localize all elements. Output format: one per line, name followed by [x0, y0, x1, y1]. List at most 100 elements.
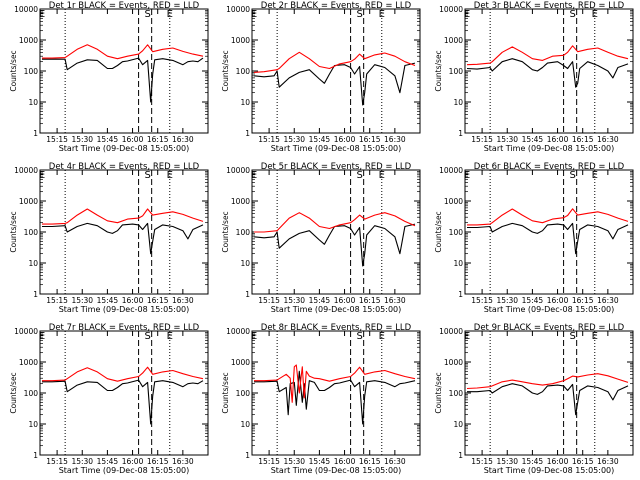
- x-tick-label: 16:30: [172, 135, 194, 144]
- marker-label-e: E: [592, 170, 598, 181]
- marker-label-e: E: [251, 9, 257, 20]
- x-tick-label: 16:30: [597, 135, 619, 144]
- x-tick-label: 16:15: [359, 135, 381, 144]
- y-tick-label: 1000: [231, 36, 250, 45]
- x-tick-label: 15:45: [97, 296, 119, 305]
- y-tick-label: 100: [24, 67, 39, 76]
- x-tick-label: 15:45: [522, 296, 544, 305]
- series-line-lld: [467, 208, 629, 226]
- x-tick-label: 16:00: [122, 296, 144, 305]
- panel-det-5: Det 5r BLACK = Events, RED = LLD 1 10 100 10…: [221, 162, 421, 314]
- y-tick-label: 1: [33, 451, 38, 460]
- panel-title: Det 2r BLACK = Events, RED = LLD: [261, 1, 412, 11]
- y-tick-label: 10000: [14, 327, 38, 336]
- y-tick-label: 10: [28, 259, 38, 268]
- y-tick-label: 10000: [14, 166, 38, 175]
- panel-det-2: Det 2r BLACK = Events, RED = LLD 1 10 100 10…: [221, 1, 421, 153]
- x-tick-label: 15:45: [522, 457, 544, 466]
- y-tick-label: 1: [245, 451, 250, 460]
- series-line-lld: [466, 45, 629, 66]
- y-tick-label: 100: [24, 389, 39, 398]
- y-tick-label: 1000: [231, 197, 250, 206]
- series-line-lld: [254, 364, 416, 403]
- x-tick-label: 15:45: [522, 135, 544, 144]
- marker-label-e: E: [592, 9, 598, 20]
- panel-title: Det 6r BLACK = Events, RED = LLD: [474, 162, 625, 172]
- y-tick-label: 100: [449, 389, 464, 398]
- x-tick-label: 15:15: [258, 457, 280, 466]
- y-tick-label: 10000: [226, 166, 250, 175]
- x-tick-label: 16:15: [572, 457, 594, 466]
- x-tick-label: 15:30: [71, 457, 93, 466]
- marker-label-s: S: [356, 170, 362, 181]
- y-axis-label: Counts/sec: [221, 50, 230, 91]
- marker-label-s: S: [569, 170, 575, 181]
- marker-label-e: E: [379, 9, 385, 20]
- x-tick-label: 16:00: [334, 296, 356, 305]
- series-line-lld: [253, 51, 416, 73]
- x-axis-label: Start Time (09-Dec-08 15:05:00): [484, 466, 615, 475]
- x-axis-label: Start Time (09-Dec-08 15:05:00): [271, 466, 402, 475]
- y-tick-label: 1: [458, 290, 463, 299]
- marker-label-e: E: [39, 170, 45, 181]
- y-axis-label: Counts/sec: [9, 211, 18, 252]
- x-tick-label: 16:30: [384, 296, 406, 305]
- series-line-events: [42, 379, 204, 425]
- y-axis-label: Counts/sec: [221, 211, 230, 252]
- marker-label-s: S: [356, 331, 362, 342]
- y-tick-label: 10000: [439, 166, 463, 175]
- x-tick-label: 15:30: [496, 135, 518, 144]
- x-tick-label: 15:15: [46, 296, 68, 305]
- y-axis-label: Counts/sec: [434, 372, 443, 413]
- x-tick-label: 16:30: [597, 457, 619, 466]
- panel-title: Det 4r BLACK = Events, RED = LLD: [49, 162, 200, 172]
- marker-label-s: S: [569, 9, 575, 20]
- x-tick-label: 16:15: [572, 135, 594, 144]
- panel-title: Det 8r BLACK = Events, RED = LLD: [261, 323, 412, 333]
- marker-label-s: S: [144, 331, 150, 342]
- y-tick-label: 10000: [439, 327, 463, 336]
- x-tick-label: 16:00: [547, 135, 569, 144]
- x-tick-label: 16:30: [384, 135, 406, 144]
- y-tick-label: 1000: [19, 358, 38, 367]
- x-tick-label: 15:45: [309, 457, 331, 466]
- panel-det-6: Det 6r BLACK = Events, RED = LLD 1 10 100 10…: [434, 162, 634, 314]
- x-tick-label: 16:15: [147, 135, 169, 144]
- panel-det-3: Det 3r BLACK = Events, RED = LLD 1 10 100 10…: [434, 1, 634, 153]
- y-tick-label: 100: [24, 228, 39, 237]
- y-tick-label: 100: [449, 67, 464, 76]
- x-tick-label: 15:30: [283, 457, 305, 466]
- y-tick-label: 10: [240, 259, 250, 268]
- panel-det-9: Det 9r BLACK = Events, RED = LLD 1 10 100 10…: [434, 323, 634, 475]
- panel-det-7: Det 7r BLACK = Events, RED = LLD 1 10 100 10…: [9, 323, 209, 475]
- marker-label-e: E: [39, 331, 45, 342]
- y-tick-label: 1: [245, 129, 250, 138]
- series-line-lld: [42, 44, 204, 60]
- y-tick-label: 10: [453, 420, 463, 429]
- y-axis-label: Counts/sec: [221, 372, 230, 413]
- x-axis-label: Start Time (09-Dec-08 15:05:00): [271, 144, 402, 153]
- marker-label-e: E: [251, 170, 257, 181]
- y-tick-label: 100: [236, 389, 251, 398]
- x-tick-label: 15:15: [46, 457, 68, 466]
- y-tick-label: 10000: [226, 5, 250, 14]
- y-tick-label: 1000: [231, 358, 250, 367]
- x-tick-label: 15:45: [309, 135, 331, 144]
- x-tick-label: 16:15: [572, 296, 594, 305]
- series-line-lld: [42, 366, 204, 382]
- panel-det-1: Det 1r BLACK = Events, RED = LLD 1 10 100 10…: [9, 1, 209, 153]
- x-tick-label: 16:15: [147, 296, 169, 305]
- marker-label-e: E: [464, 170, 470, 181]
- y-tick-label: 1000: [444, 36, 463, 45]
- x-tick-label: 16:30: [384, 457, 406, 466]
- panel-title: Det 9r BLACK = Events, RED = LLD: [474, 323, 625, 333]
- x-tick-label: 15:15: [46, 135, 68, 144]
- y-axis-label: Counts/sec: [9, 50, 18, 91]
- series-line-events: [466, 58, 629, 88]
- marker-label-s: S: [144, 170, 150, 181]
- y-tick-label: 10: [28, 420, 38, 429]
- x-tick-label: 16:00: [547, 296, 569, 305]
- x-tick-label: 15:30: [71, 135, 93, 144]
- y-tick-label: 100: [449, 228, 464, 237]
